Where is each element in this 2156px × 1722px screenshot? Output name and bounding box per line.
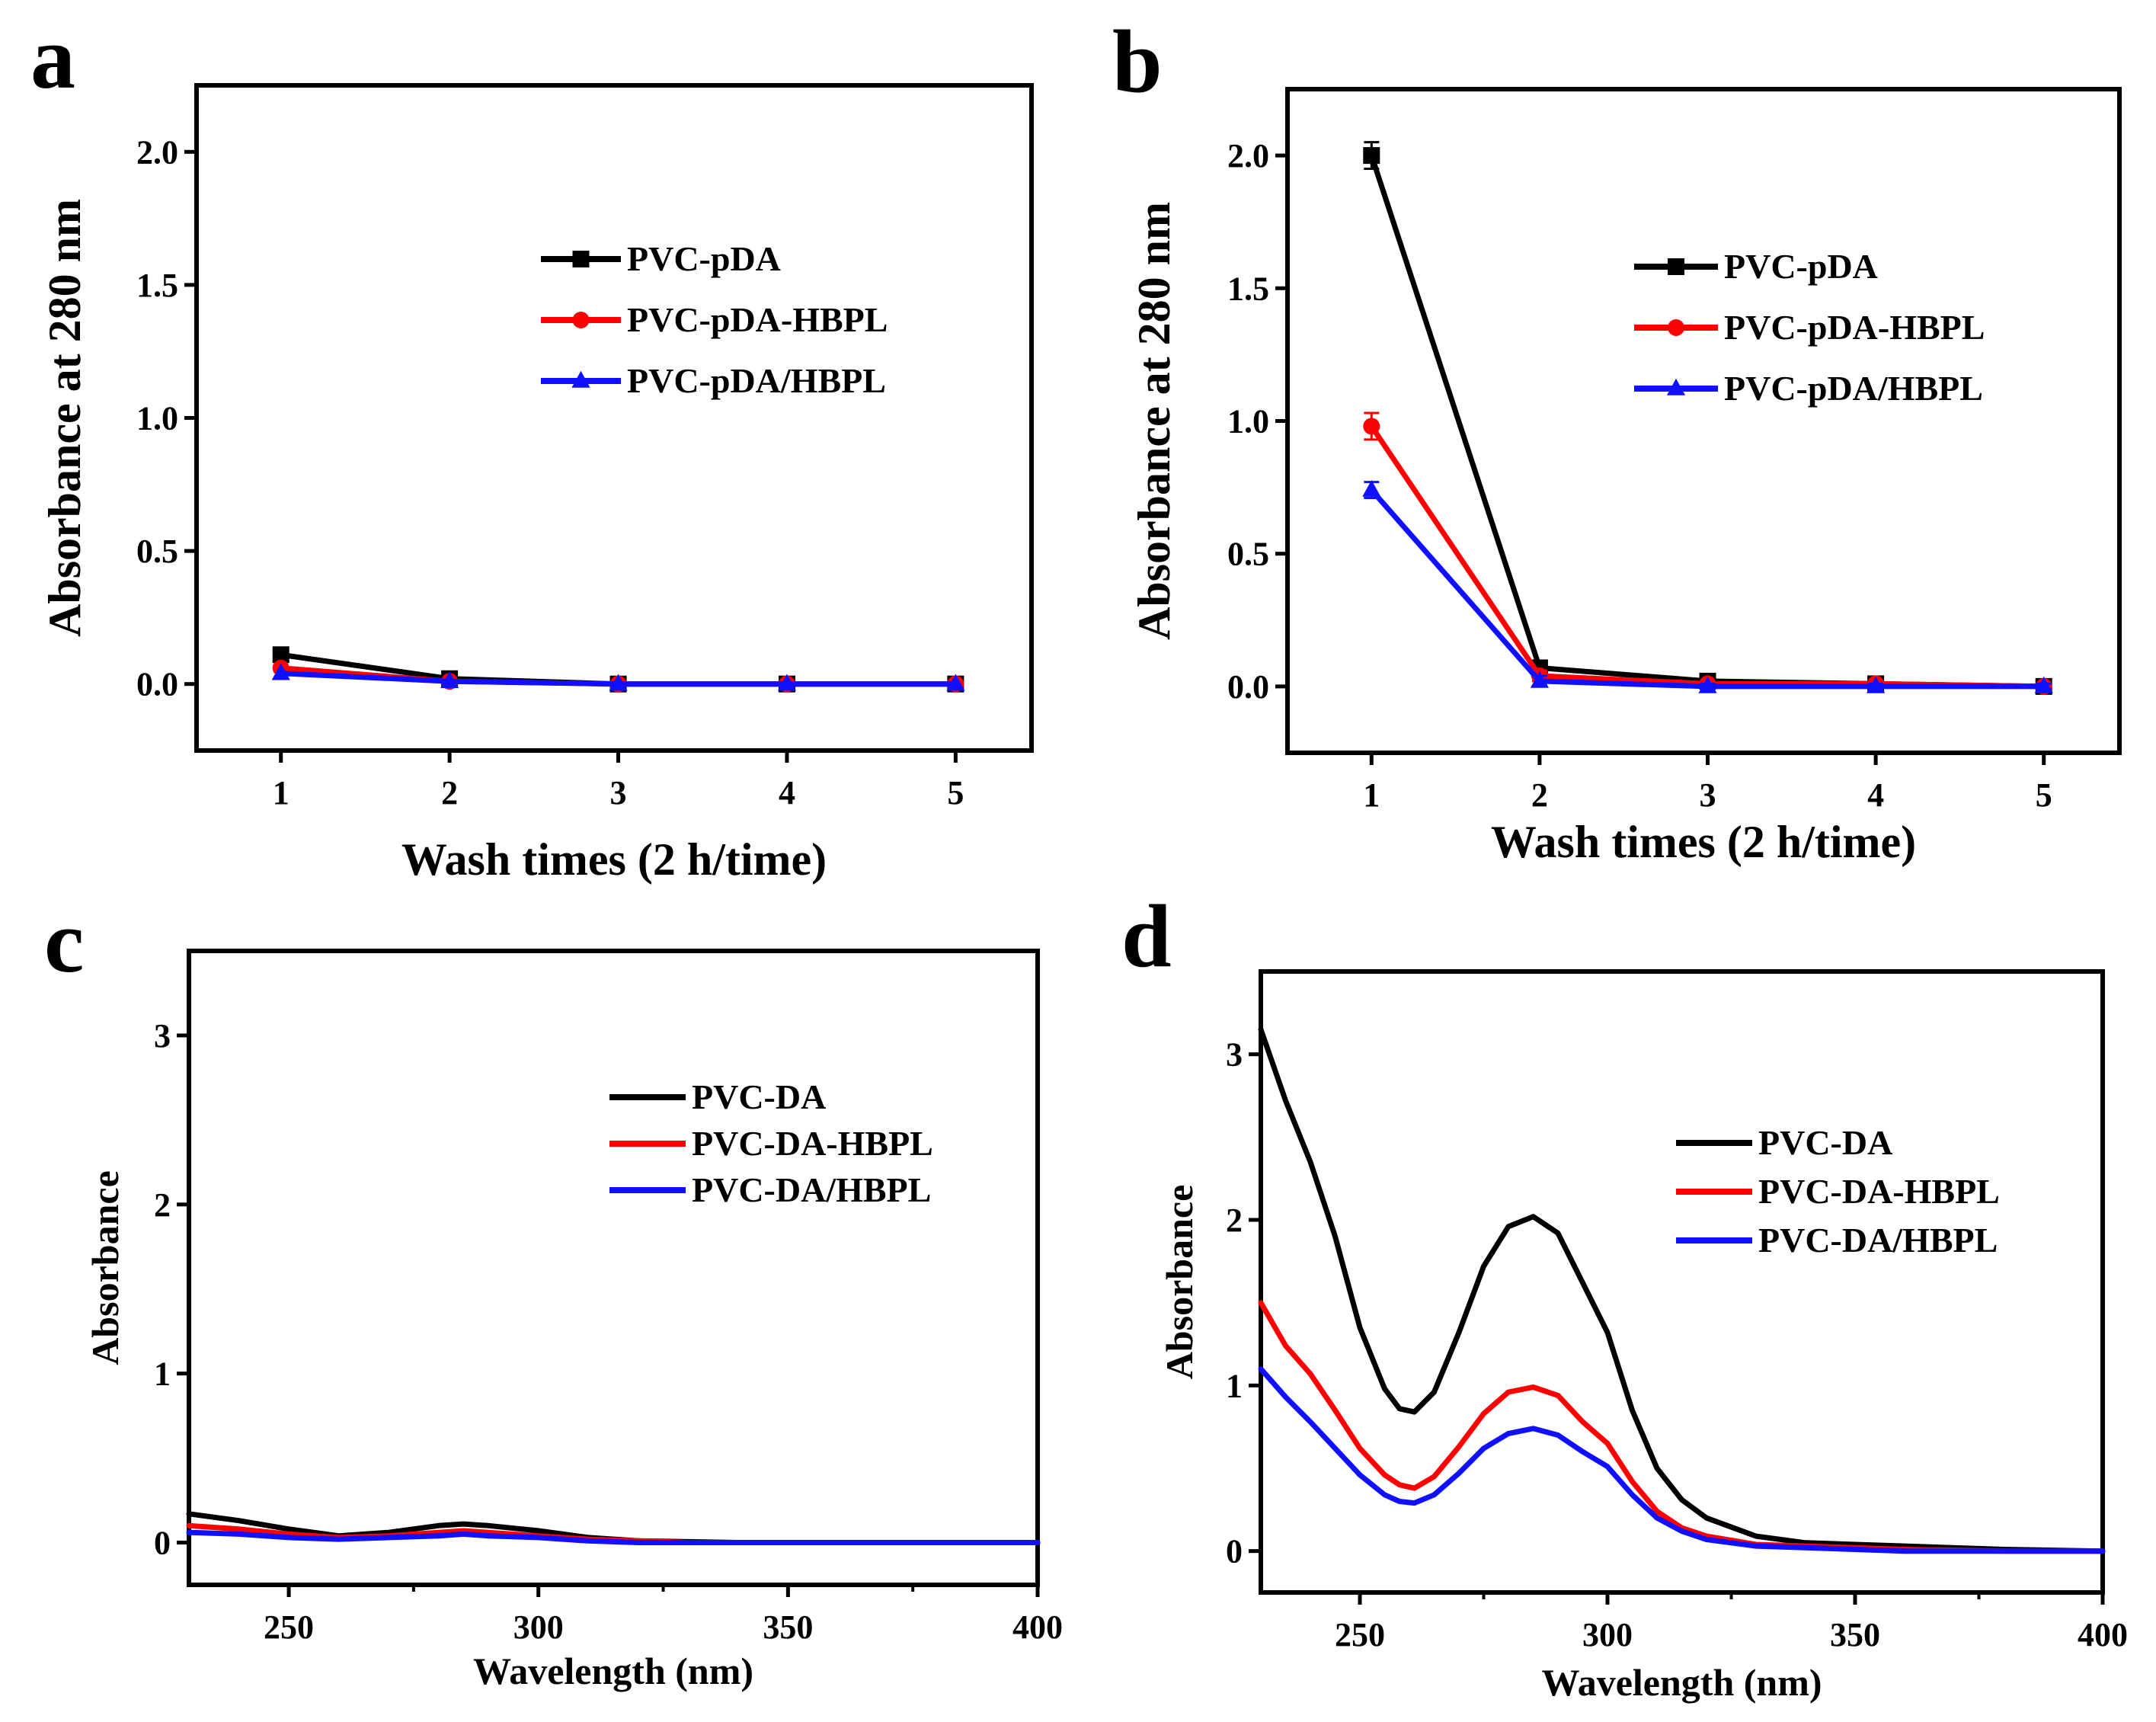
x-tick-label-b: 1 [1363, 776, 1380, 814]
y-tick-label-c: 0 [154, 1525, 171, 1562]
x-tick-label-c: 350 [763, 1608, 813, 1646]
x-axis-title-c: Wavelength (nm) [473, 1650, 753, 1692]
panel-letter-d: d [1121, 886, 1172, 986]
series-line-c-2 [186, 1529, 1041, 1545]
y-tick-label-a: 1.5 [136, 267, 178, 304]
x-axis-title-b: Wash times (2 h/time) [1491, 817, 1916, 867]
y-tick-label-c: 1 [154, 1356, 171, 1393]
y-tick-label-d: 1 [1226, 1367, 1243, 1404]
y-tick-label-a: 0.5 [136, 533, 178, 570]
y-tick-label-c: 3 [154, 1017, 171, 1055]
data-point-b-2 [1867, 676, 1886, 693]
legend-label-d-2: PVC-DA/HBPL [1758, 1221, 1998, 1259]
x-tick-label-d: 300 [1582, 1616, 1633, 1653]
data-point-a-2 [777, 674, 797, 691]
x-tick-label-b: 4 [1867, 776, 1884, 814]
x-tick-label-a: 5 [947, 774, 964, 811]
x-tick-label-d: 250 [1335, 1616, 1385, 1653]
y-tick-label-a: 1.0 [136, 400, 178, 437]
legend-label-a-2: PVC-pDA/HBPL [627, 361, 886, 400]
legend-marker-b-0 [1668, 258, 1684, 275]
data-point-b-2 [1530, 671, 1550, 688]
y-tick-label-a: 2.0 [136, 133, 178, 171]
legend-label-a-0: PVC-pDA [627, 239, 781, 278]
legend-label-c-1: PVC-DA-HBPL [692, 1124, 933, 1163]
data-point-b-0 [1363, 147, 1380, 165]
chart-panel-b: 1 2 3 4 5 0.0 0.5 1.0 1.5 2.0 Wash times (2 h/time… [1129, 87, 2122, 867]
series-line-d-0 [1258, 1026, 2106, 1554]
y-tick-label-c: 2 [154, 1186, 171, 1224]
y-tick-label-b: 2.0 [1227, 137, 1269, 174]
x-tick-label-d: 400 [2078, 1616, 2128, 1653]
x-tick-label-b: 2 [1531, 776, 1548, 814]
y-tick-label-b: 0.0 [1227, 668, 1269, 706]
data-point-b-2 [1698, 676, 1717, 693]
panel-letter-c: c [44, 891, 84, 991]
legend-marker-b-1 [1668, 319, 1684, 336]
legend-marker-b-2 [1666, 378, 1686, 395]
x-tick-label-d: 350 [1830, 1616, 1880, 1653]
y-tick-label-b: 1.0 [1227, 403, 1269, 440]
panel-letter-b: b [1112, 11, 1163, 111]
y-tick-label-b: 0.5 [1227, 536, 1269, 573]
legend-label-c-2: PVC-DA/HBPL [692, 1170, 931, 1209]
data-point-b-1 [1363, 418, 1380, 435]
y-axis-title-a: Absorbance at 280 nm [40, 199, 90, 637]
legend-c: PVC-DA PVC-DA-HBPL PVC-DA/HBPL [609, 1077, 933, 1209]
x-tick-label-b: 3 [1700, 776, 1716, 814]
chart-panel-d: 250 300 350 400 0 1 2 3 Wavelength (nm) Absorbanc… [1158, 969, 2128, 1704]
legend-d: PVC-DA PVC-DA-HBPL PVC-DA/HBPL [1676, 1123, 2000, 1259]
y-tick-label-d: 0 [1226, 1533, 1243, 1570]
x-tick-label-a: 2 [441, 774, 458, 811]
legend-label-b-2: PVC-pDA/HBPL [1724, 369, 1983, 408]
data-point-a-2 [946, 674, 965, 691]
data-point-a-2 [440, 671, 459, 689]
legend-label-d-0: PVC-DA [1758, 1123, 1892, 1162]
data-point-b-2 [1362, 479, 1381, 497]
x-axis-title-d: Wavelength (nm) [1541, 1661, 1822, 1704]
legend-b: PVC-pDA PVC-pDA-HBPL PVC-pDA/HBPL [1634, 247, 1985, 408]
x-tick-label-a: 4 [779, 774, 795, 811]
series-line-d-2 [1258, 1366, 2106, 1554]
legend-marker-a-1 [572, 312, 590, 328]
panel-letter-a: a [30, 8, 75, 107]
y-tick-label-d: 3 [1226, 1036, 1243, 1074]
legend-label-b-1: PVC-pDA-HBPL [1724, 308, 1985, 347]
x-tick-label-c: 250 [264, 1608, 314, 1646]
x-tick-label-a: 3 [610, 774, 627, 811]
plot-frame-d [1259, 969, 2105, 1595]
y-axis-title-d: Absorbance [1158, 1185, 1201, 1380]
y-tick-label-a: 0.0 [136, 666, 178, 703]
y-axis-title-b: Absorbance at 280 nm [1129, 202, 1179, 640]
y-axis-title-c: Absorbance [84, 1170, 126, 1365]
data-point-a-2 [609, 674, 628, 691]
x-tick-label-c: 300 [513, 1608, 564, 1646]
legend-marker-a-0 [572, 251, 590, 267]
x-axis-title-a: Wash times (2 h/time) [401, 834, 827, 885]
legend-a: PVC-pDA PVC-pDA-HBPL PVC-pDA/HBPL [541, 239, 888, 400]
data-point-a-0 [272, 646, 289, 664]
y-tick-label-b: 1.5 [1227, 270, 1269, 307]
x-tick-label-b: 5 [2036, 776, 2052, 814]
x-tick-label-a: 1 [273, 774, 289, 811]
legend-label-b-0: PVC-pDA [1724, 247, 1878, 286]
chart-panel-c: 250 300 350 400 0 1 2 3 Wavelength (nm) Absorbanc… [84, 949, 1063, 1692]
x-tick-label-c: 400 [1012, 1608, 1063, 1646]
data-point-b-2 [2034, 676, 2053, 693]
data-point-a-2 [271, 663, 290, 680]
legend-marker-a-2 [571, 370, 590, 388]
y-tick-label-d: 2 [1226, 1202, 1243, 1239]
legend-label-c-0: PVC-DA [692, 1077, 826, 1116]
chart-panel-a: 1 2 3 4 5 0.0 0.5 1.0 1.5 2.0 Wash times (2 h/time… [40, 83, 1034, 885]
plot-frame-c [187, 949, 1040, 1587]
legend-label-a-1: PVC-pDA-HBPL [627, 300, 888, 339]
legend-label-d-1: PVC-DA-HBPL [1758, 1172, 2000, 1211]
